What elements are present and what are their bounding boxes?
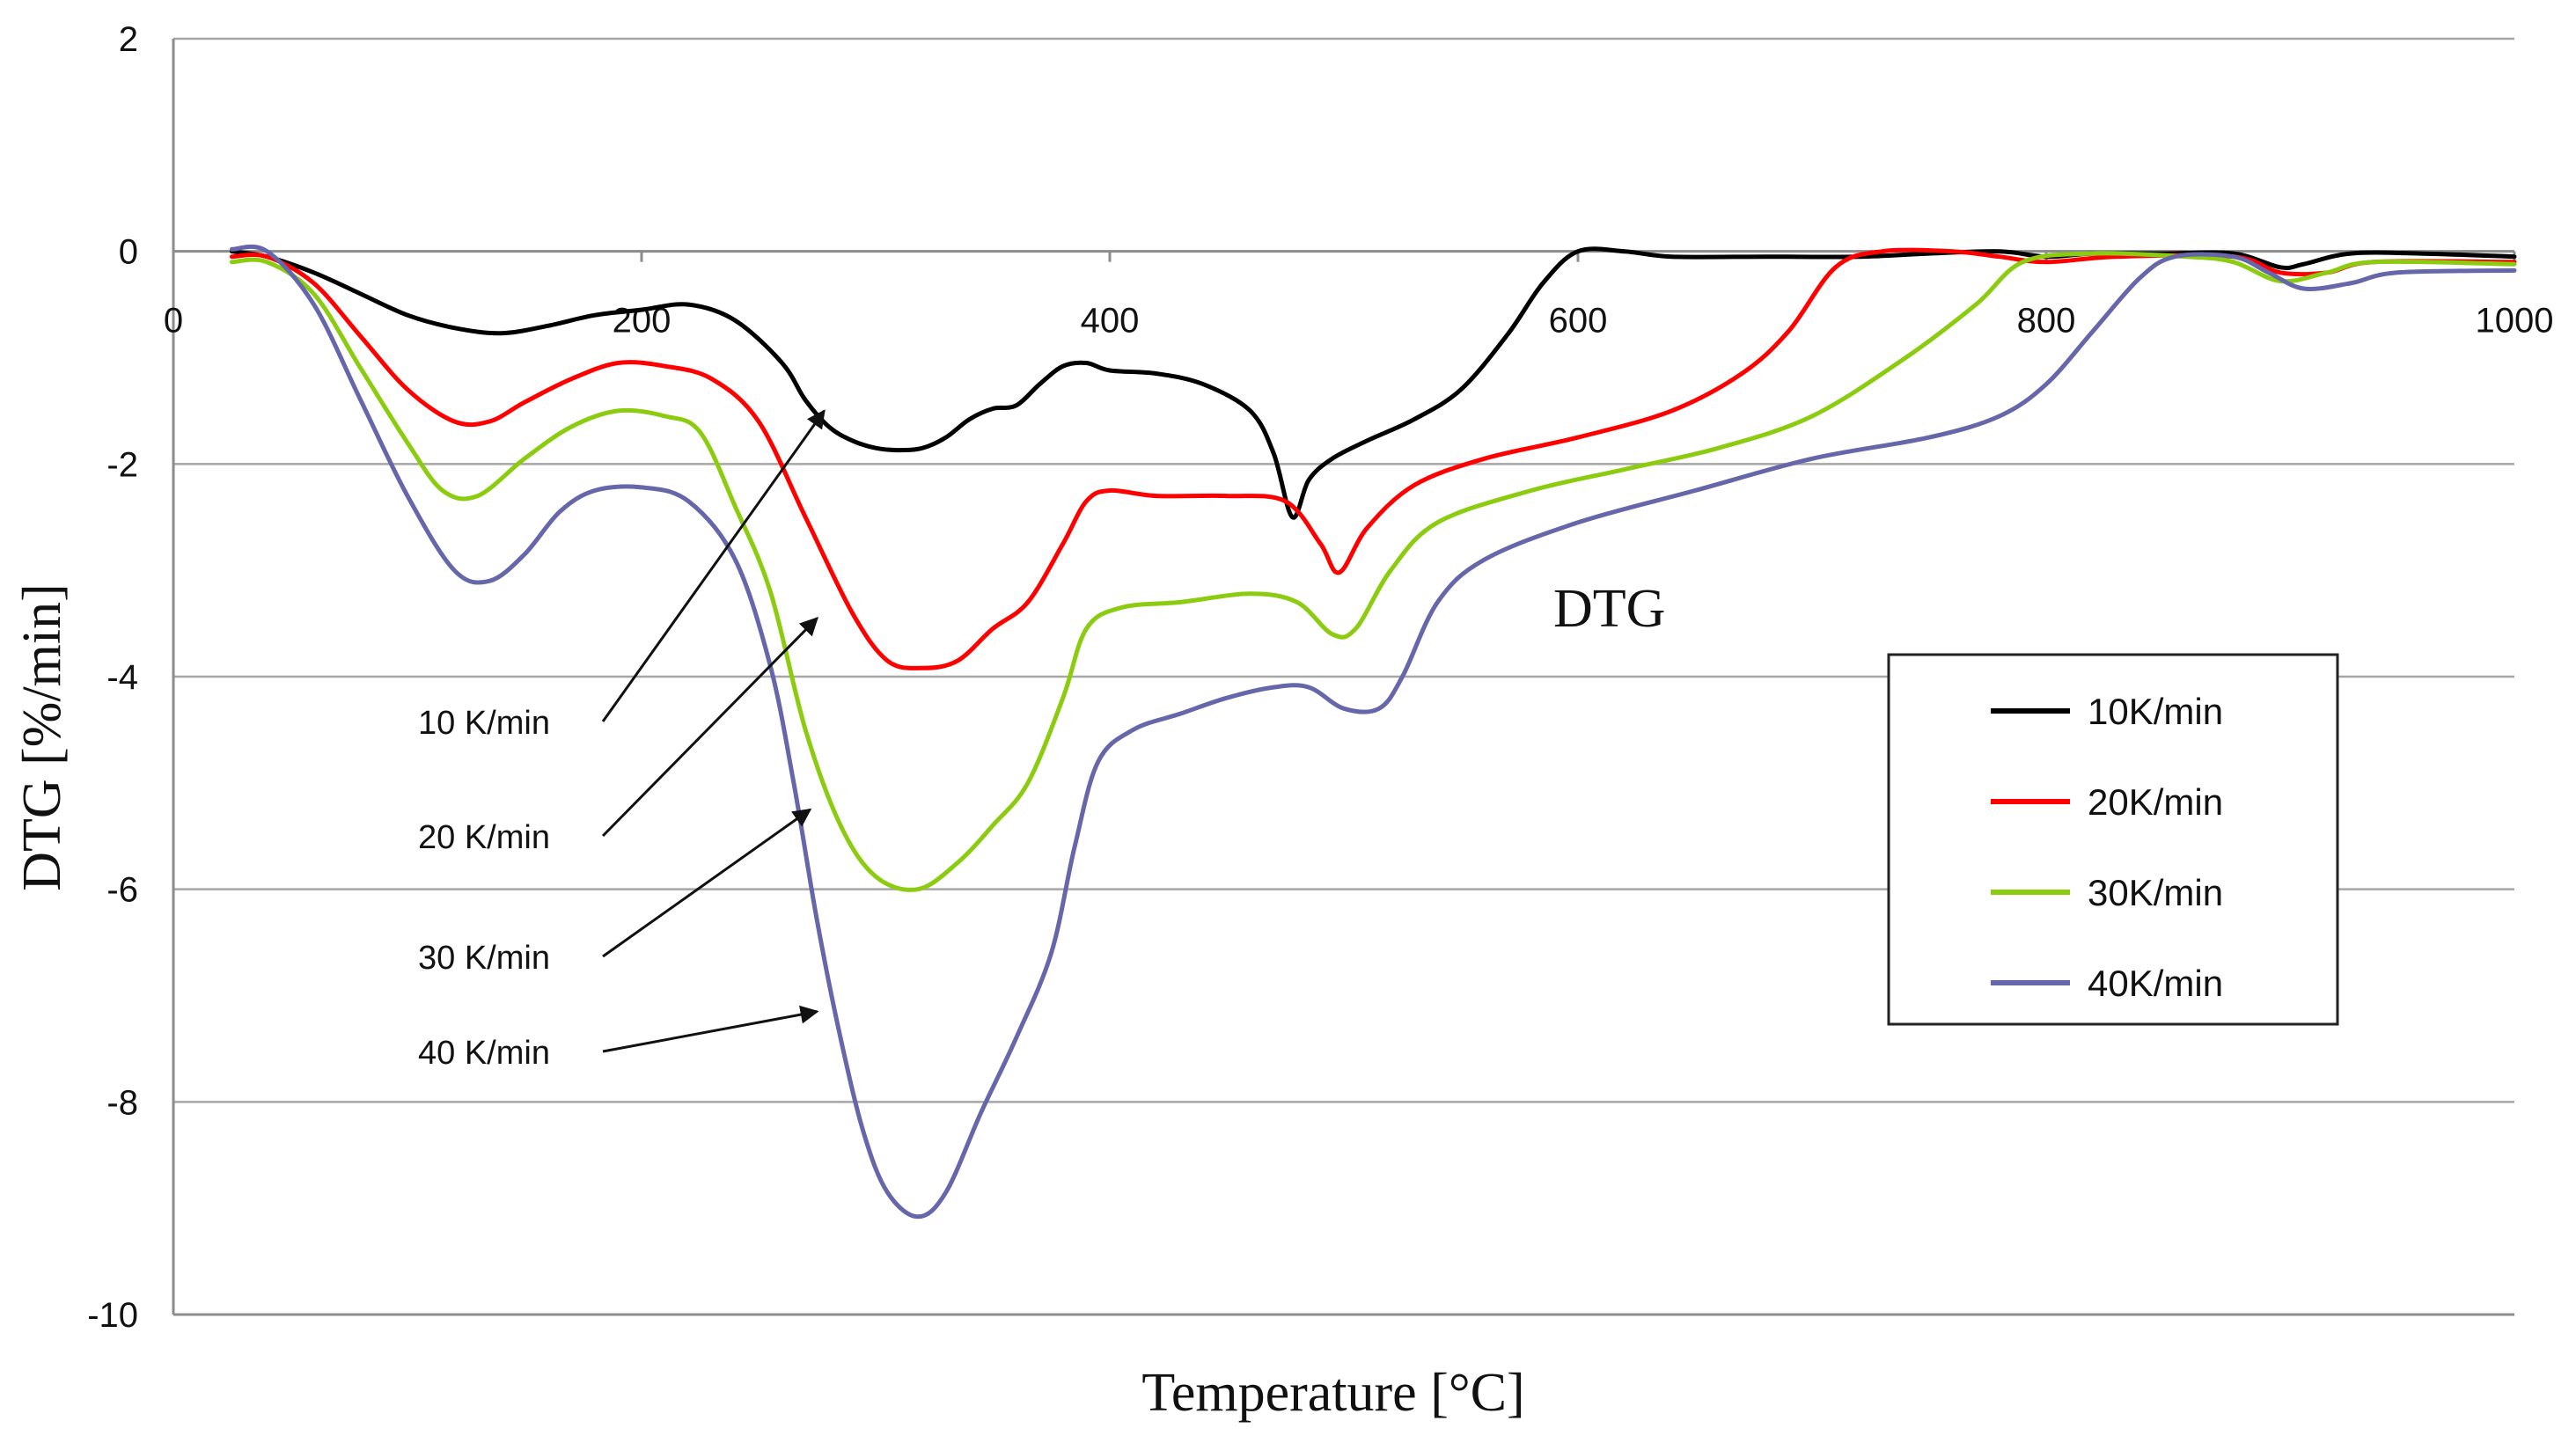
x-tick-label: 600: [1549, 302, 1608, 341]
y-axis-label: DTG [%/min]: [12, 583, 72, 891]
annotation-label: 10 K/min: [418, 705, 550, 742]
y-tick-label: 0: [119, 233, 138, 272]
y-tick-label: -4: [106, 658, 138, 697]
y-tick-label: -2: [106, 445, 138, 484]
legend-box: [1887, 653, 2339, 1026]
legend-label-40k-min: 40K/min: [2088, 963, 2223, 1004]
legend-label-10k-min: 10K/min: [2088, 691, 2223, 732]
legend-items: 10K/min 20K/min 30K/min 40K/min: [1991, 691, 2223, 1004]
series-line-20k-min: [230, 247, 2517, 670]
y-tick-label: -6: [106, 871, 138, 910]
annotation-arrow: [601, 617, 818, 838]
x-tick-label: 1000: [2476, 302, 2554, 341]
legend-label-20k-min: 20K/min: [2088, 781, 2223, 823]
annotation-arrow: [602, 808, 812, 958]
annotation-arrow: [602, 1005, 819, 1053]
x-axis-label: Temperature [°C]: [1141, 1363, 1524, 1423]
legend: 10K/min 20K/min 30K/min 40K/min: [1887, 653, 2339, 1026]
annotation-label: 20 K/min: [418, 819, 550, 856]
chart-title: DTG: [1553, 579, 1665, 639]
y-tick-label: -10: [87, 1296, 138, 1335]
x-tick-label: 800: [2017, 302, 2076, 341]
legend-label-30k-min: 30K/min: [2088, 872, 2223, 913]
annotation-label: 30 K/min: [418, 940, 550, 977]
annotation-arrow: [601, 409, 826, 722]
x-tick-label: 400: [1081, 302, 1140, 341]
series-lines: [230, 244, 2517, 1220]
annotation-label: 40 K/min: [418, 1035, 550, 1072]
y-tick-label: -8: [106, 1083, 138, 1122]
y-tick-label: 2: [119, 20, 138, 59]
x-tick-label: 0: [164, 302, 183, 341]
series-line-30k-min: [230, 251, 2517, 892]
series-line-10k-min: [230, 246, 2517, 520]
series-line-40k-min: [230, 244, 2517, 1220]
annotations: 10 K/min 20 K/min 30 K/min 40 K/min: [418, 409, 826, 1072]
